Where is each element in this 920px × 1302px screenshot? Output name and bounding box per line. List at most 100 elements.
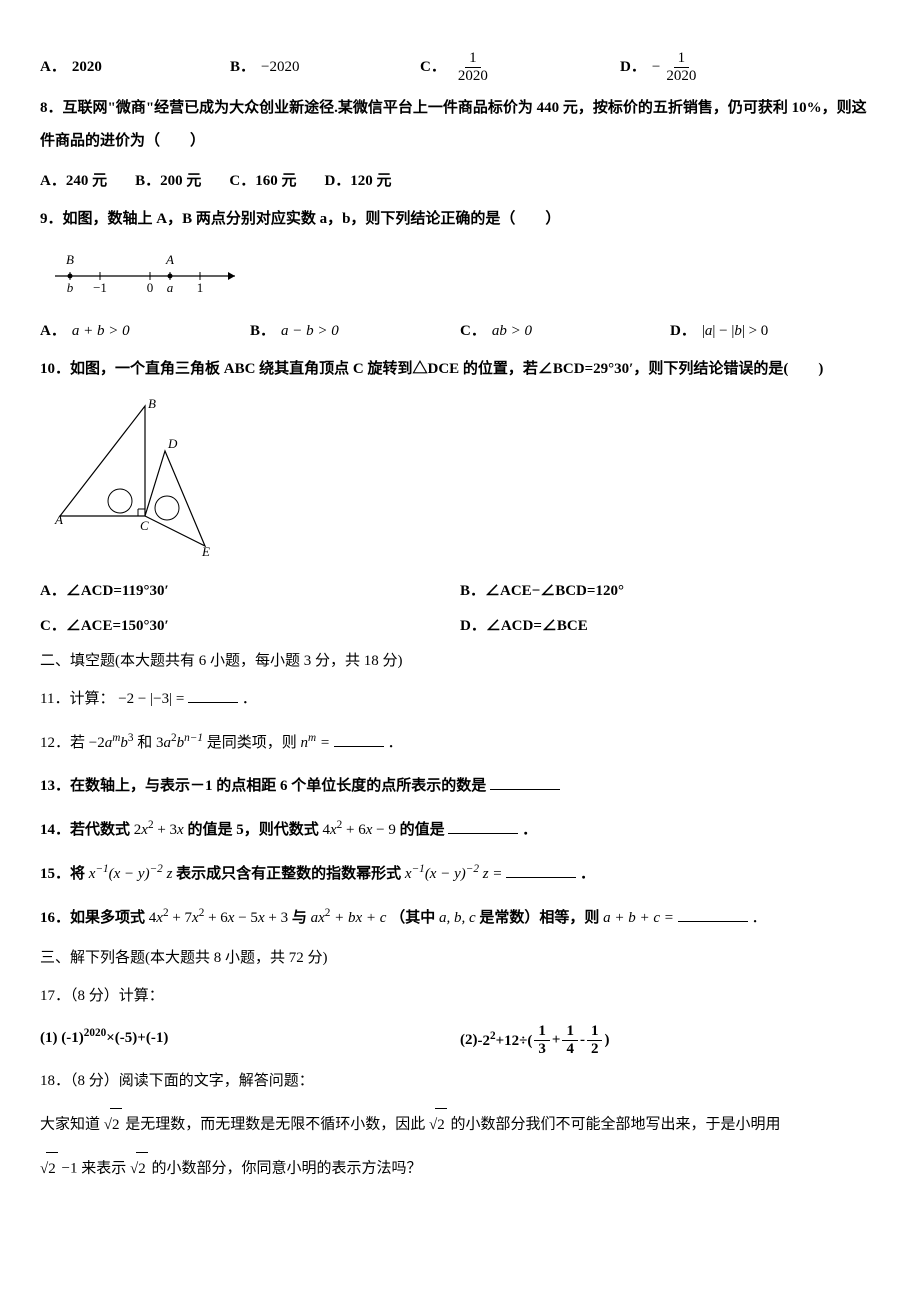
q18-text: 18．（8 分）阅读下面的文字，解答问题： [40, 1065, 880, 1098]
q15-expr2: x−1(x − y)−2 z = [405, 866, 503, 882]
svg-text:A: A [54, 512, 63, 527]
q11-prefix: 11．计算： [40, 691, 114, 707]
q18-p2-mid: −1 来表示 [61, 1161, 129, 1177]
q7-d-num: 1 [674, 50, 690, 68]
q14-mid: 的值是 5，则代数式 [187, 822, 322, 838]
q17-sub1-label: (1) [40, 1030, 61, 1046]
q10-choice-b: B．∠ACE−∠BCD=120° [460, 578, 880, 605]
svg-text:B: B [66, 252, 74, 267]
choice-label-d: D． [620, 54, 646, 81]
q12-blank [334, 732, 384, 747]
q16-mid1: 与 [292, 910, 311, 926]
q9-c-expr: ab > 0 [492, 318, 532, 345]
q16-suffix: ． [751, 910, 766, 926]
q12-expr1: −2amb3 和 3a2bn−1 [89, 735, 203, 751]
q9-label-b: B． [250, 318, 275, 345]
q11-expr: −2 − |−3| = [118, 691, 184, 707]
svg-text:E: E [201, 544, 210, 556]
q14-expr1: 2x2 + 3x [134, 822, 184, 838]
q9-a-expr: a + b > 0 [72, 318, 130, 345]
q18-p2-suffix: 的小数部分，你同意小明的表示方法吗？ [151, 1161, 421, 1177]
q17-sub2: (2) -22+12÷( 1 3 + 1 4 - 1 2 ) [460, 1023, 880, 1057]
q15-expr1: x−1(x − y)−2 z [89, 866, 173, 882]
sqrt2-2: √2 [429, 1108, 447, 1142]
q15-mid: 表示成只含有正整数的指数幂形式 [176, 866, 405, 882]
q7-c-num: 1 [465, 50, 481, 68]
q15-blank [506, 863, 576, 878]
q7-choices: A． 2020 B． −2020 C． 1 2020 D． − 1 2020 [40, 50, 880, 84]
q16-prefix: 16．如果多项式 [40, 910, 149, 926]
q15-prefix: 15．将 [40, 866, 89, 882]
q16-expr1: 4x2 + 7x2 + 6x − 5x + 3 [149, 910, 288, 926]
q14-expr2: 4x2 + 6x − 9 [322, 822, 395, 838]
choice-label-b: B． [230, 54, 255, 81]
q16: 16．如果多项式 4x2 + 7x2 + 6x − 5x + 3 与 ax2 +… [40, 901, 880, 935]
q15-suffix: ． [580, 866, 595, 882]
q18-p1-mid: 是无理数，而无理数是无限不循环小数，因此 [125, 1117, 429, 1133]
q18-para1: 大家知道 √2 是无理数，而无理数是无限不循环小数，因此 √2 的小数部分我们不… [40, 1108, 880, 1142]
q17-sub2-tail: ) [604, 1027, 609, 1054]
q17-subs: (1) (-1)2020×(-5)+(-1) (2) -22+12÷( 1 3 … [40, 1023, 880, 1057]
svg-text:B: B [148, 396, 156, 411]
q8-choice-d: D．120 元 [324, 168, 391, 195]
q12-mid: 是同类项，则 [207, 735, 301, 751]
q17-sub2-prefix: -22+12÷( [478, 1026, 533, 1055]
section3-header: 三、解下列各题(本大题共 8 小题，共 72 分) [40, 945, 880, 972]
svg-text:1: 1 [197, 280, 204, 295]
q17-sub2-f3: 1 2 [587, 1023, 603, 1057]
q17-sub2-f1: 1 3 [534, 1023, 550, 1057]
q7-a-value: 2020 [72, 54, 102, 81]
q15: 15．将 x−1(x − y)−2 z 表示成只含有正整数的指数幂形式 x−1(… [40, 857, 880, 891]
q7-d-fraction: − 1 2020 [652, 50, 702, 84]
q18-p1-suffix: 的小数部分我们不可能全部地写出来，于是小明用 [451, 1117, 781, 1133]
q9-number-line: B A b −1 0 a 1 [50, 246, 880, 306]
q17-sub1-expr: (-1)2020×(-5)+(-1) [61, 1030, 168, 1046]
q10-choices-row1: A．∠ACD=119°30′ B．∠ACE−∠BCD=120° [40, 578, 880, 605]
q18-para2: √2 −1 来表示 √2 的小数部分，你同意小明的表示方法吗？ [40, 1152, 880, 1186]
q12-suffix: ． [387, 735, 402, 751]
q9-text: 9．如图，数轴上 A，B 两点分别对应实数 a，b，则下列结论正确的是（ ） [40, 203, 880, 236]
q14-prefix: 14．若代数式 [40, 822, 134, 838]
q10-choice-a: A．∠ACD=119°30′ [40, 578, 460, 605]
sqrt2-1: √2 [104, 1108, 122, 1142]
q8-choice-a: A．240 元 [40, 168, 107, 195]
svg-text:a: a [167, 280, 174, 295]
q9-d-expr: |a| − |b| > 0 [702, 318, 768, 345]
q9-label-d: D． [670, 318, 696, 345]
svg-text:0: 0 [147, 280, 154, 295]
q9-choices: A． a + b > 0 B． a − b > 0 C． ab > 0 D． |… [40, 318, 880, 345]
q7-c-den: 2020 [454, 68, 492, 85]
q16-blank [678, 907, 748, 922]
q11: 11．计算： −2 − |−3| = ． [40, 683, 880, 716]
q16-expr2: ax2 + bx + c [311, 910, 387, 926]
q7-c-fraction: 1 2020 [454, 50, 492, 84]
q9-choice-a: A． a + b > 0 [40, 318, 230, 345]
q12-prefix: 12．若 [40, 735, 89, 751]
q11-suffix: ． [242, 691, 257, 707]
q7-choice-d: D． − 1 2020 [620, 50, 702, 84]
q9-choice-c: C． ab > 0 [460, 318, 650, 345]
section2-header: 二、填空题(本大题共有 6 小题，每小题 3 分，共 18 分) [40, 648, 880, 675]
q14-suffix: 的值是 [400, 822, 445, 838]
q11-blank [188, 688, 238, 703]
q17-sub1: (1) (-1)2020×(-5)+(-1) [40, 1023, 460, 1057]
q10-choice-d: D．∠ACD=∠BCE [460, 613, 880, 640]
q13-blank [490, 775, 560, 790]
sqrt2-3: √2 [40, 1152, 58, 1186]
q16-mid3: 是常数）相等，则 [479, 910, 603, 926]
sqrt2-4: √2 [130, 1152, 148, 1186]
choice-label-c: C． [420, 54, 446, 81]
q9-choice-b: B． a − b > 0 [250, 318, 440, 345]
svg-text:A: A [165, 252, 174, 267]
q17-sub2-minus: - [580, 1027, 585, 1054]
q7-choice-a: A． 2020 [40, 54, 210, 81]
q8-choice-b: B．200 元 [135, 168, 201, 195]
svg-text:D: D [167, 436, 178, 451]
q16-expr3: a + b + c = [603, 910, 674, 926]
q10-choices-row2: C．∠ACE=150°30′ D．∠ACD=∠BCE [40, 613, 880, 640]
q17-sub2-f2: 1 4 [562, 1023, 578, 1057]
q12-expr2: nm = [300, 735, 330, 751]
q17-sub2-label: (2) [460, 1027, 478, 1054]
q16-abc: a, b, c [439, 910, 476, 926]
q8-choices: A．240 元 B．200 元 C．160 元 D．120 元 [40, 168, 880, 195]
